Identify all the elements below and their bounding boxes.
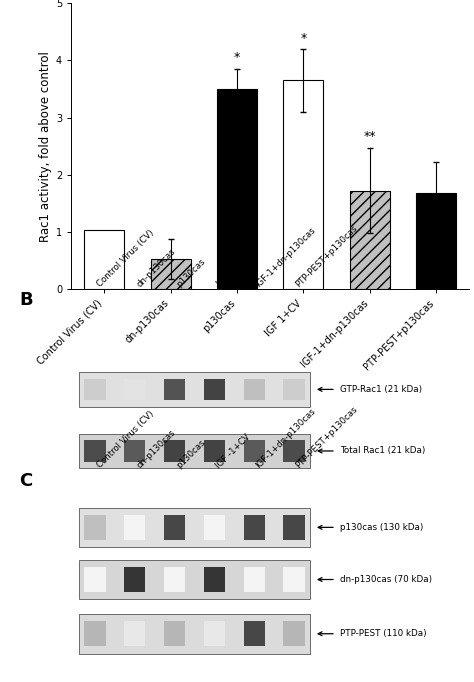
Text: PTP-PEST+p130cas: PTP-PEST+p130cas	[294, 224, 359, 289]
Text: B: B	[19, 291, 33, 309]
Bar	[124, 379, 146, 400]
Bar	[164, 441, 185, 462]
Text: PTP-PEST (110 kDa): PTP-PEST (110 kDa)	[340, 629, 427, 638]
Y-axis label: Rac1 activity, fold above control: Rac1 activity, fold above control	[39, 50, 52, 241]
Bar	[244, 567, 265, 592]
Text: p130cas (130 kDa): p130cas (130 kDa)	[340, 523, 423, 532]
Bar	[283, 567, 305, 592]
Bar	[84, 567, 106, 592]
Bar	[84, 515, 106, 539]
Text: dn-p130cas: dn-p130cas	[135, 428, 177, 470]
Bar	[164, 567, 185, 592]
Bar	[79, 560, 310, 599]
Bar	[84, 441, 106, 462]
Bar	[164, 379, 185, 400]
Bar	[124, 567, 146, 592]
Bar	[283, 80, 323, 289]
Text: dn-p130cas (70 kDa): dn-p130cas (70 kDa)	[340, 575, 432, 584]
Bar	[283, 441, 305, 462]
Bar	[244, 379, 265, 400]
Text: *: *	[234, 52, 240, 65]
Bar	[244, 515, 265, 539]
Bar	[151, 259, 191, 289]
Text: *: *	[300, 31, 307, 44]
Bar	[79, 614, 310, 653]
Bar	[164, 515, 185, 539]
Bar	[79, 434, 310, 468]
Bar	[350, 191, 390, 289]
Text: PTP-PEST+p130cas: PTP-PEST+p130cas	[294, 404, 359, 470]
Bar	[244, 621, 265, 646]
Bar	[79, 507, 310, 547]
Bar	[204, 441, 225, 462]
Text: C: C	[19, 472, 33, 490]
Text: IGF-1+dn-p130cas: IGF-1+dn-p130cas	[254, 406, 318, 470]
Bar	[283, 621, 305, 646]
Bar	[124, 441, 146, 462]
Text: IGF-1+dn-p130cas: IGF-1+dn-p130cas	[254, 225, 318, 289]
Text: GTP-Rac1 (21 kDa): GTP-Rac1 (21 kDa)	[340, 385, 422, 394]
Bar	[164, 621, 185, 646]
Text: p130cas: p130cas	[174, 438, 207, 470]
Text: **: **	[364, 130, 376, 143]
Bar	[124, 621, 146, 646]
Bar	[204, 515, 225, 539]
Bar	[84, 379, 106, 400]
Text: Control Virus (CV): Control Virus (CV)	[95, 228, 155, 289]
Bar	[283, 515, 305, 539]
Bar	[84, 230, 124, 289]
Bar	[217, 89, 257, 289]
Bar	[416, 193, 456, 289]
Bar	[244, 441, 265, 462]
Bar	[204, 567, 225, 592]
Text: IGF -1+CV: IGF -1+CV	[214, 432, 253, 470]
Text: dn-p130cas: dn-p130cas	[135, 247, 177, 289]
Bar	[283, 379, 305, 400]
Bar	[124, 515, 146, 539]
Bar	[79, 372, 310, 406]
Text: p130cas: p130cas	[174, 256, 207, 289]
Bar	[204, 621, 225, 646]
Text: Total Rac1 (21 kDa): Total Rac1 (21 kDa)	[340, 447, 425, 456]
Bar	[84, 621, 106, 646]
Text: IGF-+CV: IGF-+CV	[214, 256, 246, 289]
Text: Control Virus (CV): Control Virus (CV)	[95, 409, 155, 470]
Bar	[204, 379, 225, 400]
